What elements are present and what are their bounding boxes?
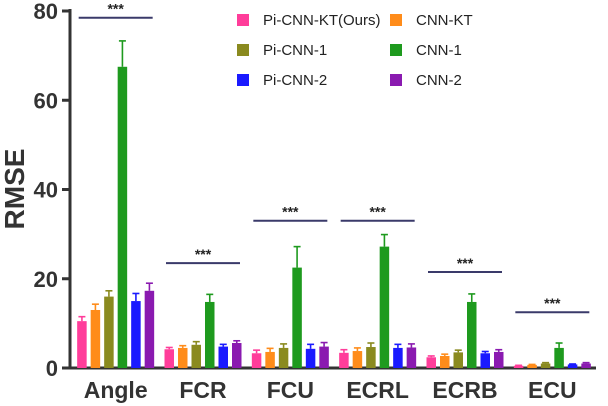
bar: [319, 346, 329, 368]
y-tick-label: 20: [34, 267, 58, 292]
y-tick-label: 80: [34, 0, 58, 24]
bar: [406, 347, 417, 368]
bar: [440, 355, 450, 368]
legend-swatch: [237, 44, 249, 56]
bar: [292, 267, 302, 368]
legend-swatch: [237, 14, 249, 26]
bar: [426, 357, 436, 368]
x-tick-label: ECU: [528, 377, 577, 403]
x-tick-label: ECRB: [432, 377, 497, 403]
y-tick-label: 40: [34, 178, 58, 203]
bar: [104, 296, 114, 368]
significance-label: ***: [107, 1, 124, 17]
bar: [265, 351, 275, 368]
bars: [77, 40, 591, 368]
bar: [278, 347, 289, 368]
bar: [205, 301, 215, 368]
bar: [379, 246, 390, 368]
bar: [540, 363, 551, 368]
bar: [366, 347, 376, 368]
bar: [339, 352, 349, 368]
bar: [232, 343, 242, 368]
legend-label: Pi-CNN-1: [263, 42, 327, 59]
bar: [218, 346, 228, 368]
bar: [393, 347, 403, 368]
legend-label: CNN-2: [416, 72, 462, 89]
bar: [90, 309, 101, 368]
bar: [567, 364, 578, 368]
bar: [467, 301, 477, 368]
significance-label: ***: [195, 246, 212, 262]
y-tick-label: 0: [46, 356, 58, 381]
bar: [494, 351, 504, 368]
legend-swatch: [390, 74, 402, 86]
bar: [352, 351, 363, 368]
axes: 0 20 40 60 80 Angle FCR FCU ECRL ECRB ECU: [34, 0, 596, 403]
bar: [117, 66, 128, 368]
y-axis-title: RMSE: [0, 149, 30, 230]
x-tick-label: FCU: [267, 377, 314, 403]
bar: [527, 364, 537, 368]
bar: [131, 301, 141, 368]
significance-label: ***: [457, 255, 474, 271]
legend-label: CNN-KT: [416, 12, 473, 29]
significance-label: ***: [544, 295, 561, 311]
bar: [178, 347, 188, 368]
bar: [144, 290, 155, 368]
x-tick-label: ECRL: [346, 377, 409, 403]
bar: [191, 344, 201, 368]
bar: [164, 349, 174, 368]
x-tick-label: FCR: [179, 377, 227, 403]
bar: [453, 352, 463, 368]
y-tick-label: 60: [34, 88, 58, 113]
significance-label: ***: [282, 204, 299, 220]
legend-swatch: [390, 14, 402, 26]
legend-label: Pi-CNN-2: [263, 72, 327, 89]
bar: [77, 321, 87, 368]
significance-markers: *** *** *** *** *** ***: [78, 1, 590, 314]
legend: Pi-CNN-KT(Ours) CNN-KT Pi-CNN-1 CNN-1 Pi-CNN…: [237, 12, 473, 89]
bar: [305, 348, 316, 368]
legend-label: Pi-CNN-KT(Ours): [263, 12, 381, 29]
legend-swatch: [237, 74, 249, 86]
significance-label: ***: [369, 204, 386, 220]
bar: [513, 365, 524, 368]
bar: [581, 363, 591, 368]
legend-label: CNN-1: [416, 42, 462, 59]
bar: [251, 353, 262, 368]
x-tick-label: Angle: [84, 377, 148, 403]
bar: [480, 353, 490, 368]
bar: [554, 347, 564, 368]
legend-swatch: [390, 44, 402, 56]
